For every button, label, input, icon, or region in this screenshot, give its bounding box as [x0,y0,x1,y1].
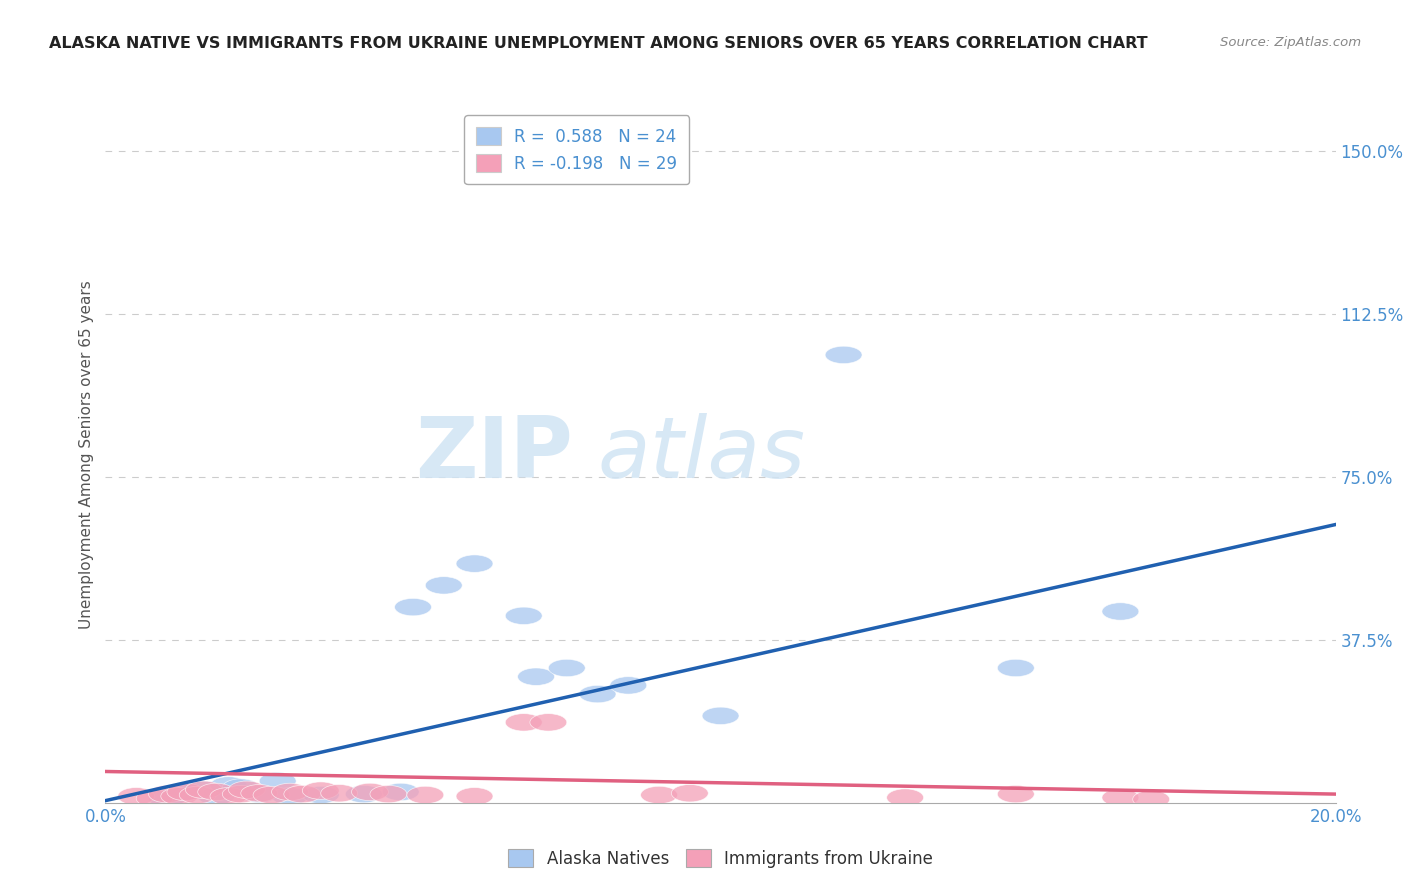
Y-axis label: Unemployment Among Seniors over 65 years: Unemployment Among Seniors over 65 years [79,281,94,629]
Ellipse shape [382,783,419,801]
Ellipse shape [1102,789,1139,806]
Ellipse shape [530,714,567,731]
Ellipse shape [505,714,543,731]
Ellipse shape [579,685,616,703]
Ellipse shape [825,346,862,364]
Ellipse shape [425,577,463,594]
Ellipse shape [346,785,382,803]
Ellipse shape [352,783,388,801]
Ellipse shape [222,779,259,797]
Ellipse shape [505,607,543,624]
Ellipse shape [167,783,204,801]
Ellipse shape [395,599,432,615]
Ellipse shape [198,783,235,801]
Ellipse shape [456,788,494,805]
Ellipse shape [321,785,357,802]
Ellipse shape [672,785,709,802]
Ellipse shape [186,781,222,798]
Ellipse shape [209,777,247,794]
Ellipse shape [997,785,1035,803]
Ellipse shape [209,788,247,805]
Ellipse shape [641,786,678,804]
Ellipse shape [167,783,204,801]
Ellipse shape [118,788,155,805]
Ellipse shape [887,789,924,806]
Ellipse shape [1102,603,1139,620]
Ellipse shape [259,772,297,789]
Ellipse shape [253,786,290,804]
Ellipse shape [271,783,308,801]
Ellipse shape [610,677,647,694]
Ellipse shape [302,782,339,799]
Ellipse shape [186,781,222,798]
Ellipse shape [228,781,266,798]
Ellipse shape [1133,790,1170,808]
Ellipse shape [271,788,308,805]
Ellipse shape [517,668,554,685]
Legend: Alaska Natives, Immigrants from Ukraine: Alaska Natives, Immigrants from Ukraine [502,842,939,874]
Ellipse shape [370,785,406,803]
Ellipse shape [149,785,186,803]
Ellipse shape [160,788,198,805]
Ellipse shape [240,785,278,803]
Ellipse shape [406,786,444,804]
Ellipse shape [284,785,321,803]
Ellipse shape [180,786,217,804]
Ellipse shape [702,707,740,724]
Ellipse shape [302,786,339,804]
Ellipse shape [548,659,585,677]
Ellipse shape [997,659,1035,677]
Text: atlas: atlas [598,413,806,497]
Text: Source: ZipAtlas.com: Source: ZipAtlas.com [1220,36,1361,49]
Ellipse shape [198,788,235,805]
Text: ALASKA NATIVE VS IMMIGRANTS FROM UKRAINE UNEMPLOYMENT AMONG SENIORS OVER 65 YEAR: ALASKA NATIVE VS IMMIGRANTS FROM UKRAINE… [49,36,1147,51]
Ellipse shape [136,789,173,807]
Ellipse shape [149,789,186,807]
Ellipse shape [240,785,278,802]
Ellipse shape [456,555,494,573]
Text: ZIP: ZIP [415,413,574,497]
Ellipse shape [222,785,259,803]
